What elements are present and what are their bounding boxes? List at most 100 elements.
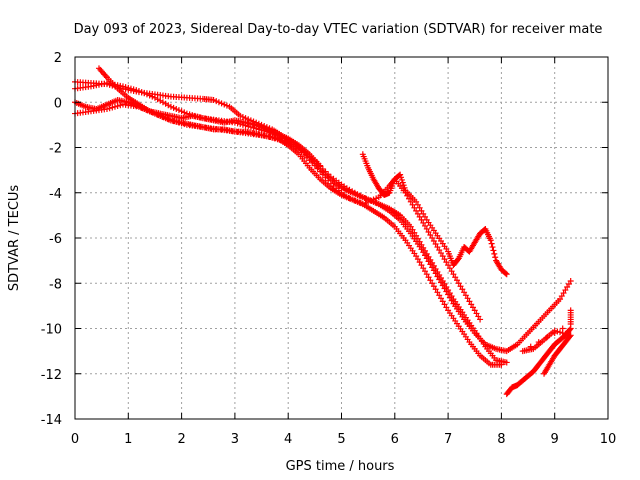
data-point-sample <box>414 210 421 217</box>
data-point <box>317 162 324 169</box>
data-point <box>407 223 414 230</box>
chart-title: Day 093 of 2023, Sidereal Day-to-day VTE… <box>74 22 603 37</box>
x-tick-label: 7 <box>444 432 452 447</box>
data-point-sample <box>411 229 418 236</box>
data-point-sample <box>422 247 429 254</box>
data-point <box>413 198 420 205</box>
data-point-sample <box>489 244 496 251</box>
series-trace-d <box>95 65 505 368</box>
series-trace-b <box>72 80 510 366</box>
data-point-sample <box>420 210 427 217</box>
data-point-sample <box>373 195 380 202</box>
data-point-sample <box>370 196 377 203</box>
data-point <box>503 359 510 366</box>
data-point-sample <box>250 124 257 131</box>
data-point-sample <box>319 171 326 178</box>
data-point-sample <box>418 207 425 214</box>
data-point-sample <box>443 304 450 311</box>
data-point-sample <box>399 179 406 186</box>
data-point-sample <box>418 216 425 223</box>
data-point <box>439 277 446 284</box>
x-tick-label: 8 <box>497 432 505 447</box>
y-tick-label: -14 <box>41 413 62 428</box>
data-point-sample <box>111 103 118 110</box>
data-point-sample <box>170 104 177 111</box>
data-point-sample <box>450 271 457 278</box>
data-point <box>567 332 574 339</box>
data-point-sample <box>418 262 425 269</box>
data-point-sample <box>143 91 150 98</box>
data-point-sample <box>565 281 572 288</box>
data-point-sample <box>422 222 429 229</box>
data-point-sample <box>423 250 430 257</box>
data-point-sample <box>448 293 455 300</box>
data-point-sample <box>400 182 407 189</box>
y-tick-label: -2 <box>49 142 62 157</box>
data-point <box>423 225 430 232</box>
data-point-sample <box>437 274 444 281</box>
data-point-sample <box>414 235 421 242</box>
data-point-sample <box>245 123 252 130</box>
x-tick-label: 5 <box>337 432 345 447</box>
data-point <box>466 298 473 305</box>
data-point-sample <box>557 329 564 336</box>
data-point <box>167 103 174 110</box>
data-point-sample <box>425 253 432 260</box>
data-point-sample <box>109 104 116 111</box>
data-point-sample <box>469 304 476 311</box>
series-trace-a <box>72 78 574 355</box>
data-point-sample <box>303 154 310 161</box>
data-point-sample <box>446 265 453 272</box>
data-point-sample <box>492 254 499 261</box>
x-tick-label: 1 <box>124 432 132 447</box>
data-point-sample <box>409 226 416 233</box>
data-point-sample <box>398 174 405 181</box>
data-point-sample <box>430 262 437 269</box>
data-point-sample <box>468 301 475 308</box>
data-point-sample <box>437 295 444 302</box>
data-point-sample <box>427 231 434 238</box>
data-point-sample <box>223 102 230 109</box>
data-point-sample <box>462 292 469 299</box>
data-point-sample <box>414 201 421 208</box>
data-point <box>434 244 441 251</box>
data-point <box>413 253 420 260</box>
data-point-sample <box>441 301 448 308</box>
data-point-sample <box>114 103 121 110</box>
data-point-sample <box>301 152 308 159</box>
grid <box>75 57 608 419</box>
data-point-sample <box>409 201 416 208</box>
data-point-sample <box>488 240 495 247</box>
data-point <box>519 348 526 355</box>
data-point-sample <box>398 176 405 183</box>
data-point-sample <box>106 105 113 112</box>
data-point-sample <box>239 113 246 120</box>
data-point-sample <box>551 330 558 337</box>
data-point-sample <box>429 280 436 287</box>
data-point-sample <box>434 268 441 275</box>
series-trace-g <box>519 307 574 377</box>
data-point <box>418 241 425 248</box>
x-tick-label: 2 <box>177 432 185 447</box>
data-point-sample <box>502 270 509 277</box>
data-point-sample <box>441 256 448 263</box>
data-point-sample <box>448 268 455 275</box>
data-point-sample <box>543 334 550 341</box>
data-point <box>557 296 564 303</box>
data-point-sample <box>464 295 471 302</box>
data-point-sample <box>325 177 332 184</box>
data-point <box>477 316 484 323</box>
x-axis-label: GPS time / hours <box>286 459 395 474</box>
data-point-sample <box>427 256 434 263</box>
data-point-sample <box>452 274 459 281</box>
data-point-sample <box>319 165 326 172</box>
data-point <box>445 262 452 269</box>
data-point <box>237 112 244 119</box>
data-point-sample <box>491 250 498 257</box>
data-point-sample <box>407 198 414 205</box>
data-point-sample <box>178 108 185 115</box>
data-point-sample <box>215 99 222 106</box>
data-point-sample <box>430 238 437 245</box>
data-point-sample <box>213 98 220 105</box>
data-point-sample <box>141 90 148 97</box>
